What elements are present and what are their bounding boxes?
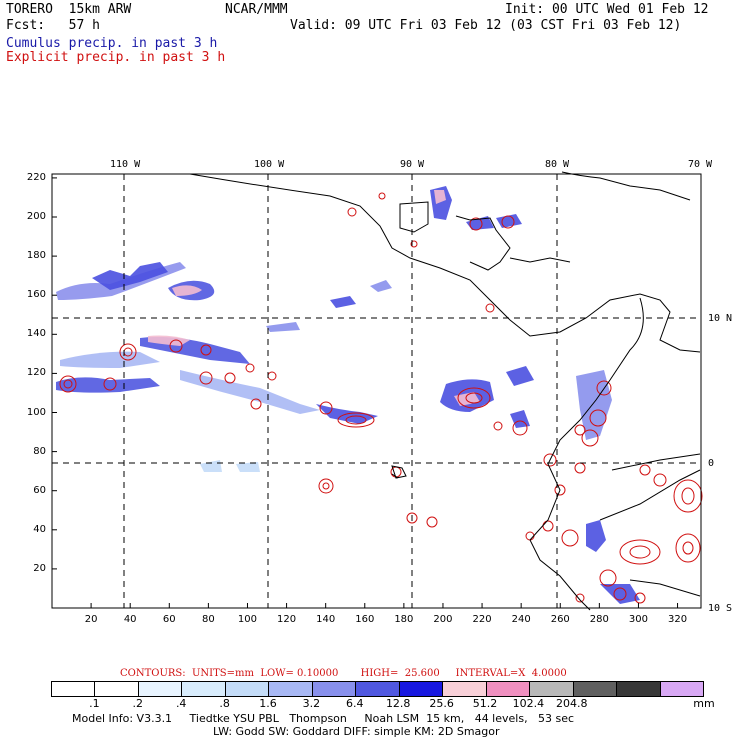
latlon-grid [52, 174, 701, 608]
x-tick-label: 300 [628, 614, 648, 625]
y-tick-label: 60 [33, 484, 46, 496]
colorbar-swatch [485, 682, 530, 696]
colorbar-swatch [659, 682, 704, 696]
colorbar-label: 6.4 [346, 697, 364, 710]
colorbar-label: 12.8 [385, 697, 411, 710]
x-tick-label: 200 [433, 614, 453, 625]
colorbar-swatch [137, 682, 182, 696]
lon-label-80w: 80 W [545, 159, 570, 170]
org-label: NCAR/MMM [225, 2, 288, 17]
x-tick-label: 100 [237, 614, 258, 625]
colorbar-swatch [268, 682, 312, 696]
colorbar-swatch [616, 682, 660, 696]
explicit-contours [59, 192, 703, 604]
valid-time: Valid: 09 UTC Fri 03 Feb 12 (03 CST Fri … [290, 18, 682, 33]
y-tick-label: 100 [26, 406, 46, 418]
colorbar-swatch [224, 682, 269, 696]
y-tick-label: 80 [33, 445, 46, 457]
colorbar-swatch [355, 682, 399, 696]
colorbar-swatch [52, 682, 95, 696]
colorbar-label: 204.8 [556, 697, 588, 710]
colorbar-swatch [181, 682, 225, 696]
y-tick-label: 120 [26, 367, 46, 379]
x-tick-label: 60 [162, 614, 176, 625]
lat-label-10n: 10 N [708, 313, 733, 324]
lon-label-110w: 110 W [110, 159, 141, 170]
y-tick-label: 20 [33, 562, 46, 574]
model-info-line2: LW: Godd SW: Goddard DIFF: simple KM: 2D… [213, 725, 500, 738]
colorbar-label: .1 [89, 697, 100, 710]
colorbar-label: 1.6 [259, 697, 277, 710]
x-tick-label: 40 [123, 614, 137, 625]
colorbar-label: 3.2 [302, 697, 321, 710]
x-tick-label: 280 [589, 614, 609, 625]
colorbar-unit: mm [693, 697, 715, 710]
colorbar-label: .4 [175, 697, 187, 710]
x-tick-label: 160 [355, 614, 375, 625]
colorbar-swatch [529, 682, 573, 696]
y-tick-label: 220 [26, 171, 46, 183]
colorbar-label: 102.4 [512, 697, 545, 710]
x-tick-label: 220 [472, 614, 492, 625]
colorbar-swatch [398, 682, 443, 696]
x-tick-label: 20 [84, 614, 98, 625]
x-tick-label: 260 [550, 614, 570, 625]
lon-label-70w: 70 W [688, 159, 713, 170]
colorbar [51, 681, 704, 697]
x-tick-label: 320 [667, 614, 688, 625]
y-tick-label: 40 [33, 523, 46, 535]
y-tick-label: 160 [26, 289, 46, 301]
y-tick-label: 200 [26, 211, 46, 222]
y-tick-label: 180 [26, 250, 46, 262]
colorbar-swatch [442, 682, 486, 696]
field-cumulus-label: Cumulus precip. in past 3 h [6, 36, 218, 51]
contours-info: CONTOURS: UNITS=mm LOW= 0.10000 HIGH= 25… [120, 668, 567, 679]
colorbar-label: .8 [219, 697, 230, 710]
colorbar-swatch [572, 682, 617, 696]
forecast-hour: Fcst: 57 h [6, 18, 100, 33]
axis-ticks [52, 177, 679, 608]
colorbar-label: 25.6 [429, 697, 454, 710]
field-explicit-label: Explicit precip. in past 3 h [6, 50, 226, 65]
y-tick-label: 140 [26, 328, 46, 340]
colorbar-label: 51.2 [472, 697, 498, 710]
lat-label-10s: 10 S [708, 603, 733, 614]
map-frame [51, 173, 702, 609]
x-tick-label: 180 [394, 614, 414, 625]
model-info-line1: Model Info: V3.3.1 Tiedtke YSU PBL Thomp… [72, 712, 575, 725]
lon-label-90w: 90 W [400, 159, 425, 170]
model-title: TORERO 15km ARW [6, 2, 132, 17]
colorbar-label: .2 [132, 697, 144, 710]
lat-label-0: 0 [708, 458, 715, 469]
x-tick-label: 120 [277, 614, 297, 625]
cumulus-shading [56, 186, 640, 604]
lon-label-100w: 100 W [254, 159, 285, 170]
colorbar-swatch [94, 682, 138, 696]
colorbar-swatch [311, 682, 356, 696]
x-tick-label: 80 [202, 614, 215, 625]
init-time: Init: 00 UTC Wed 01 Feb 12 [505, 2, 709, 17]
x-tick-label: 240 [511, 614, 531, 625]
x-tick-label: 140 [316, 614, 336, 625]
coastlines [189, 171, 701, 611]
